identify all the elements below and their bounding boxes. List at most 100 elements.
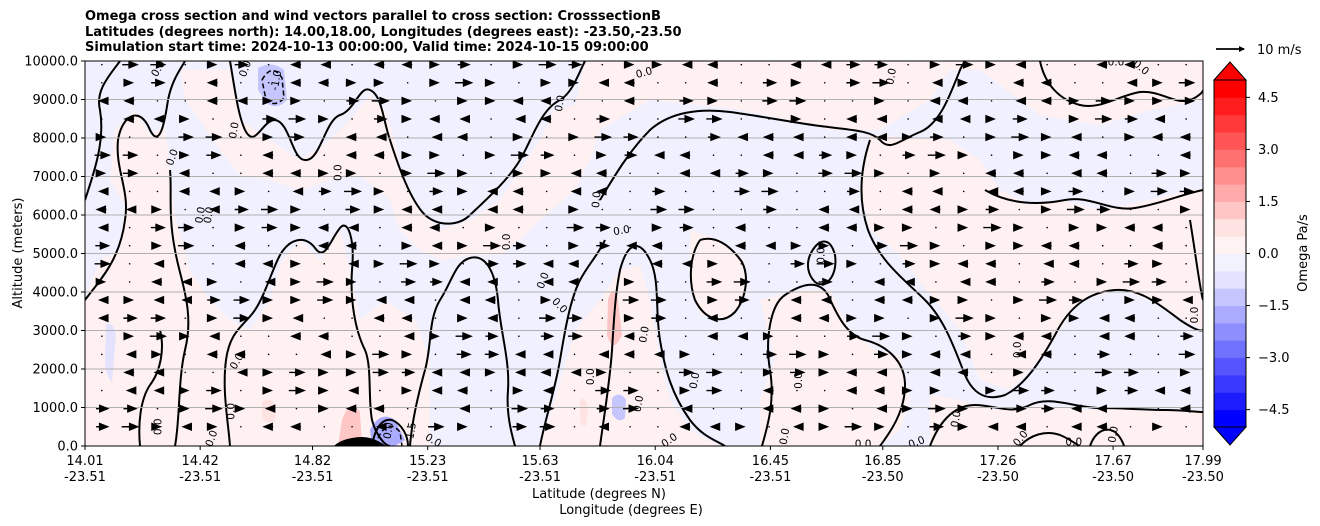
wind-vector xyxy=(462,226,465,229)
wind-vector xyxy=(624,150,638,160)
wind-vector xyxy=(1015,422,1027,431)
x-tick-label-lon: -23.51 xyxy=(407,470,449,485)
wind-vector xyxy=(123,295,135,305)
colorbar-band xyxy=(1214,114,1246,133)
wind-vector xyxy=(1040,150,1052,160)
wind-vector xyxy=(957,205,969,214)
wind-vector xyxy=(375,295,387,305)
wind-vector xyxy=(879,190,882,193)
wind-vector xyxy=(1013,241,1024,250)
wind-vector xyxy=(345,277,357,287)
colorbar-tick-label: 3.0 xyxy=(1258,143,1279,158)
wind-vector xyxy=(545,226,548,229)
wind-vector xyxy=(598,422,609,431)
wind-vector xyxy=(1124,313,1136,323)
wind-vector xyxy=(94,150,111,160)
wind-vector xyxy=(679,96,694,106)
wind-vector xyxy=(540,368,552,377)
wind-vector xyxy=(899,241,919,250)
wind-vector xyxy=(1013,150,1024,160)
wind-vector xyxy=(125,205,137,214)
wind-vector xyxy=(679,169,691,178)
colorbar-ticks: −4.5 −3.0 −1.5 0.0 1.5 3.0 4.5 xyxy=(1246,91,1290,418)
wind-vector xyxy=(985,259,997,269)
wind-vector xyxy=(1152,96,1163,106)
wind-vector xyxy=(1157,407,1160,410)
wind-vector xyxy=(459,295,470,305)
colorbar-tick-label: 0.0 xyxy=(1258,247,1279,262)
wind-vector xyxy=(240,172,242,175)
x-tick-label-lon: -23.50 xyxy=(1092,470,1134,485)
wind-vector xyxy=(907,100,909,102)
wind-vector xyxy=(768,299,770,301)
wind-vector xyxy=(596,404,610,413)
wind-vector xyxy=(290,277,301,287)
wind-vector xyxy=(484,350,500,359)
wind-vector xyxy=(1101,190,1104,193)
wind-vector xyxy=(1179,368,1191,377)
wind-vector xyxy=(932,78,943,87)
wind-vector xyxy=(484,150,496,160)
wind-vector xyxy=(345,205,361,214)
wind-vector xyxy=(290,223,301,232)
wind-vector xyxy=(401,241,413,250)
wind-vector xyxy=(379,389,381,392)
omega-negative-anomaly xyxy=(105,323,116,382)
chart-title: Omega cross section and wind vectors par… xyxy=(85,9,682,56)
wind-vector xyxy=(1178,78,1196,87)
wind-vector xyxy=(1185,317,1187,319)
wind-vector xyxy=(1185,118,1187,120)
wind-vector xyxy=(573,407,576,410)
wind-vector xyxy=(601,335,604,338)
wind-vector xyxy=(768,226,770,229)
wind-vector xyxy=(97,295,109,305)
wind-vector xyxy=(323,100,326,102)
contour-label: 0.0 xyxy=(332,164,344,181)
wind-vector xyxy=(178,187,190,196)
wind-vector xyxy=(955,313,974,323)
wind-vector xyxy=(375,132,387,142)
contour-line xyxy=(689,237,747,321)
wind-vector xyxy=(1157,63,1160,66)
wind-vector xyxy=(1129,353,1132,356)
wind-vector xyxy=(540,150,555,160)
colorbar-band xyxy=(1214,97,1246,116)
wind-vector xyxy=(762,169,774,178)
wind-vector xyxy=(957,368,969,377)
wind-vector xyxy=(623,386,639,395)
wind-vector xyxy=(206,96,218,106)
wind-vector xyxy=(128,263,131,265)
wind-vector xyxy=(317,241,329,250)
wind-vector xyxy=(1068,313,1080,323)
wind-vector xyxy=(181,422,192,431)
wind-vector xyxy=(1039,295,1058,305)
wind-vector xyxy=(568,259,579,269)
colorbar-extend-max xyxy=(1212,61,1248,81)
x-tick-label-lon: -23.50 xyxy=(977,470,1019,485)
wind-vector xyxy=(651,61,663,69)
wind-vector xyxy=(512,241,527,250)
wind-vector xyxy=(1071,422,1082,431)
wind-vector xyxy=(490,172,492,175)
wind-vector xyxy=(153,386,165,395)
wind-vector xyxy=(184,263,187,265)
wind-vector xyxy=(401,223,413,232)
wind-vector xyxy=(929,350,941,359)
wind-vector xyxy=(818,169,833,178)
wind-vector xyxy=(262,169,274,178)
wind-vector xyxy=(846,386,858,395)
wind-vector xyxy=(262,313,274,323)
wind-vector xyxy=(1096,223,1108,232)
wind-vector xyxy=(264,277,276,287)
wind-vector xyxy=(267,353,270,356)
wind-vector xyxy=(985,331,996,341)
wind-vector xyxy=(623,96,635,106)
contour-label: 0.0 xyxy=(501,234,513,251)
wind-vector xyxy=(927,404,946,413)
wind-vector xyxy=(323,425,326,428)
wind-vector xyxy=(1096,277,1108,287)
wind-vector xyxy=(240,389,242,392)
wind-vector xyxy=(768,63,770,66)
wind-vector xyxy=(684,190,687,193)
x-axis-label-latitude: Latitude (degrees N) xyxy=(532,487,666,502)
